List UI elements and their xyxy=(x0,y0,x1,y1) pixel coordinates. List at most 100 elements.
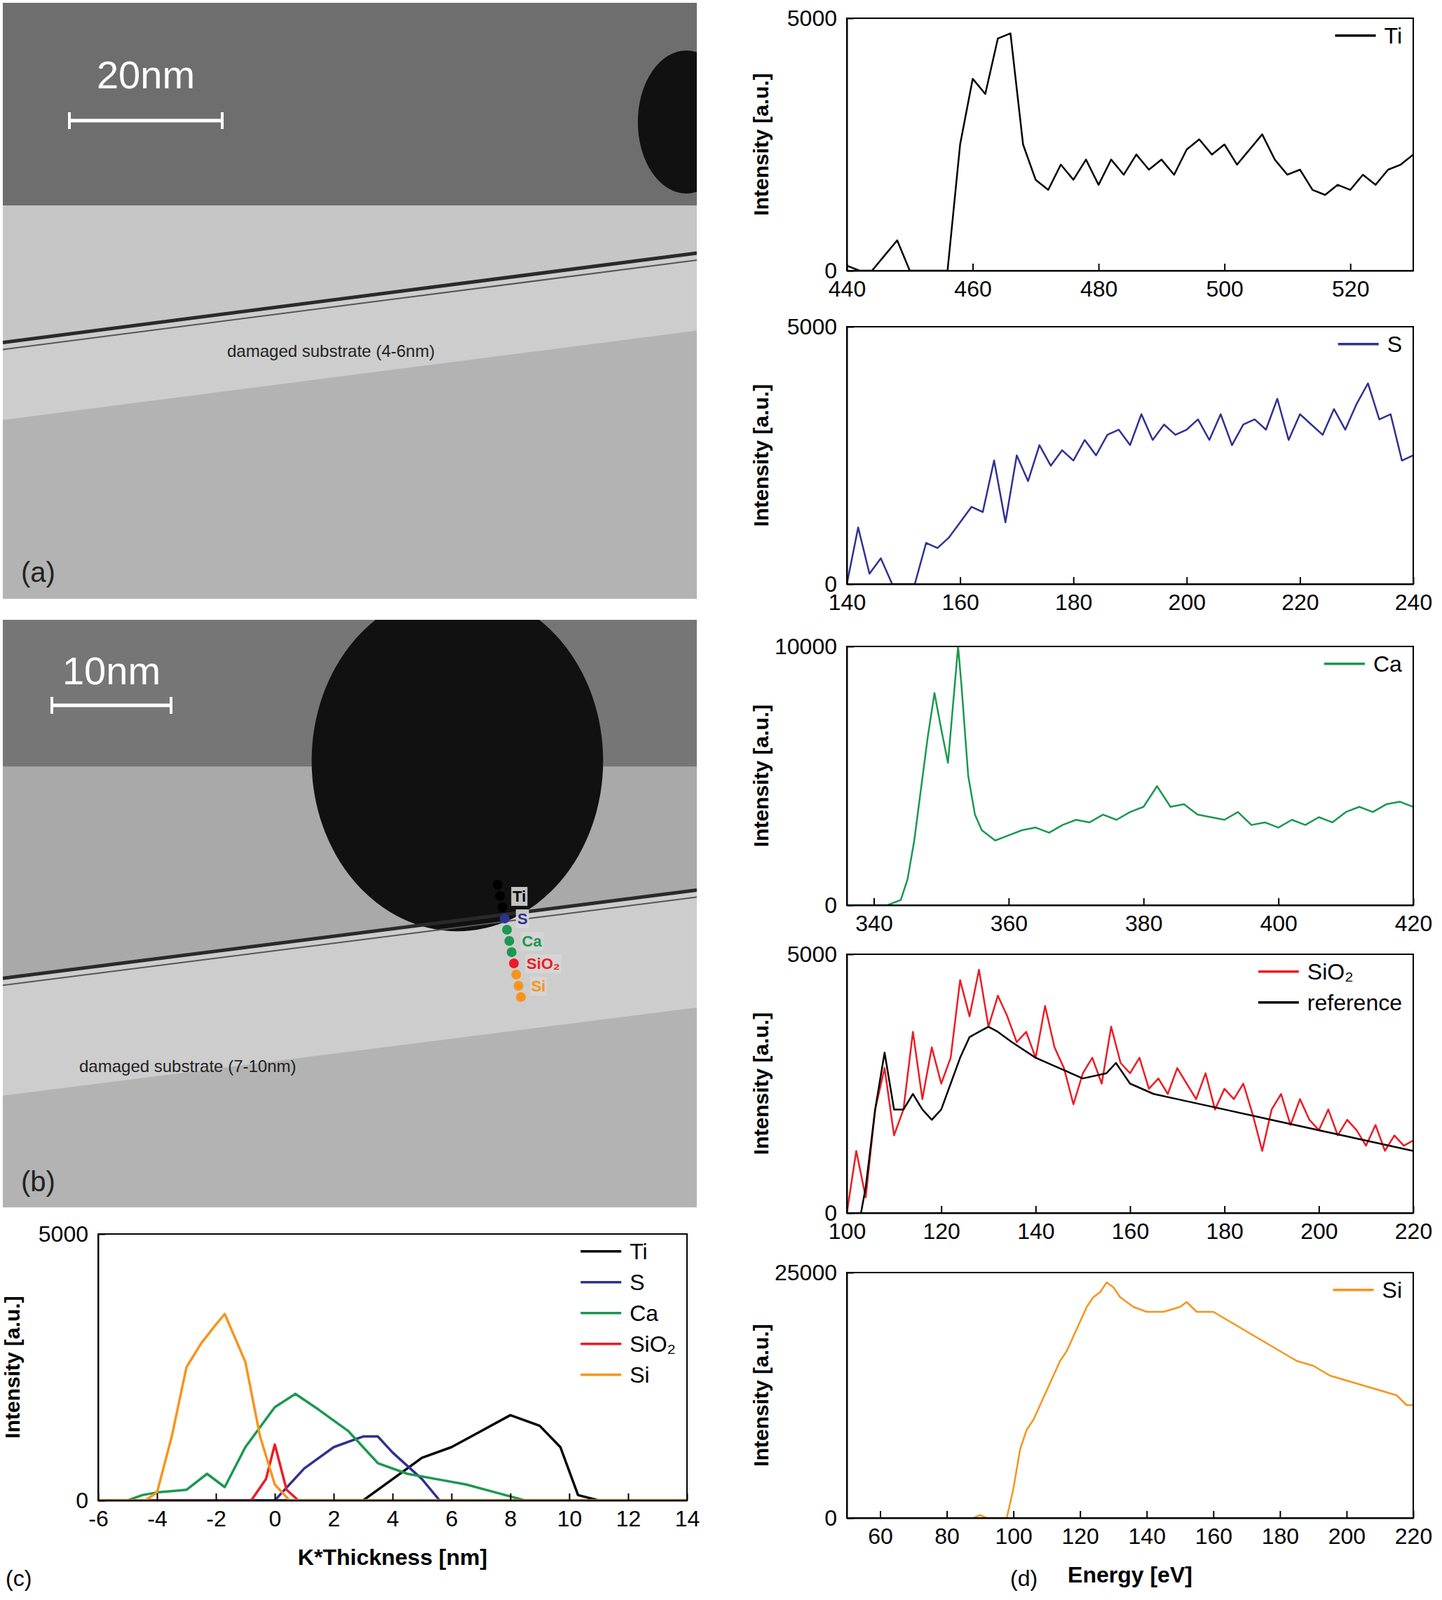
legend-label: SiO₂ xyxy=(1307,958,1354,985)
tick: 120 xyxy=(1062,1510,1100,1549)
tick-mark xyxy=(451,1493,453,1501)
tick-label: 200 xyxy=(1328,1523,1366,1549)
tick-mark xyxy=(687,1493,689,1501)
tick: -4 xyxy=(147,1493,167,1532)
legend-swatch xyxy=(580,1249,622,1253)
probe-label: Ca xyxy=(522,932,543,950)
tick-label: 240 xyxy=(1395,589,1433,615)
tick: 140 xyxy=(1017,1205,1055,1244)
tick-mark xyxy=(846,270,854,272)
scale-bar-label: 20nm xyxy=(96,52,195,97)
tick: 180 xyxy=(1261,1510,1299,1549)
tick-label: 340 xyxy=(855,910,893,936)
probe-point xyxy=(497,902,508,913)
tick-label: 380 xyxy=(1125,910,1163,936)
plot-frame xyxy=(98,1233,688,1501)
tick-mark xyxy=(1279,1510,1281,1518)
y-axis: 010000 xyxy=(774,633,854,918)
axis-line xyxy=(847,270,1414,272)
interface-line xyxy=(2,260,697,350)
probe-point xyxy=(492,879,503,890)
tick-mark xyxy=(157,1493,159,1501)
x-axis: 6080100120140160180200220 xyxy=(847,1510,1433,1549)
panel-label: (c) xyxy=(5,1565,32,1591)
legend-swatch xyxy=(1258,970,1299,974)
tick-label: 140 xyxy=(1017,1218,1055,1244)
probe-label: SiO₂ xyxy=(526,954,561,973)
y-axis: 05000 xyxy=(787,5,854,284)
scale-bar xyxy=(169,696,173,714)
tick: 8 xyxy=(504,1493,518,1532)
tick-mark xyxy=(1413,1205,1415,1213)
tick: 520 xyxy=(1331,263,1370,302)
y-axis-title: Intensity [a.u.] xyxy=(749,1012,773,1155)
tick-mark xyxy=(1035,1205,1037,1213)
tick-label: 6 xyxy=(445,1505,459,1532)
tick-label: 10 xyxy=(557,1505,583,1532)
tick-label: 5000 xyxy=(787,941,838,967)
panel-label: (a) xyxy=(21,556,56,588)
tick: 420 xyxy=(1395,898,1433,936)
tick: 2 xyxy=(328,1493,341,1532)
tick-mark xyxy=(846,18,854,20)
tick: 14 xyxy=(675,1493,701,1532)
legend-label: SiO₂ xyxy=(629,1331,676,1357)
legend-swatch xyxy=(1333,1288,1375,1292)
tick: 200 xyxy=(1168,576,1206,615)
tick-label: 220 xyxy=(1395,1218,1433,1244)
tick-label: 160 xyxy=(1195,1523,1233,1549)
tick-label: 180 xyxy=(1261,1523,1299,1549)
chart: 6080100120140160180200220025000Intensity… xyxy=(749,1259,1433,1588)
tick-label: 220 xyxy=(1395,1523,1433,1549)
tick-label: 360 xyxy=(990,910,1028,936)
tick: 480 xyxy=(1080,263,1118,302)
tick: 220 xyxy=(1395,1510,1433,1549)
region-label: damaged substrate (7-10nm) xyxy=(79,1056,297,1076)
tick-mark xyxy=(1079,1510,1081,1518)
tick-mark xyxy=(392,1493,394,1501)
particle xyxy=(637,50,697,194)
tick: 460 xyxy=(954,263,992,302)
tick: 160 xyxy=(1195,1510,1233,1549)
axis-line xyxy=(98,1234,100,1501)
legend-swatch xyxy=(1258,1001,1299,1004)
tick-mark xyxy=(98,1500,106,1502)
tick-mark xyxy=(1299,576,1302,584)
plot-area xyxy=(973,1282,1414,1518)
micrograph: 20nmdamaged substrate (4-6nm)(a) xyxy=(2,2,735,599)
legend-label: S xyxy=(1387,331,1403,357)
tick-label: 460 xyxy=(954,276,992,302)
legend-swatch xyxy=(580,1311,622,1315)
tick: 120 xyxy=(922,1205,960,1244)
probe-point xyxy=(513,980,524,991)
plot-area xyxy=(846,646,1414,906)
tick: 200 xyxy=(1300,1205,1338,1244)
plot-frame xyxy=(846,646,1414,906)
tick-mark xyxy=(1098,263,1100,271)
y-axis-title: Intensity [a.u.] xyxy=(749,704,773,847)
x-axis: -6-4-202468101214 xyxy=(88,1493,700,1532)
scale-bar xyxy=(220,112,224,129)
probe-point xyxy=(515,991,526,1002)
tick: 0 xyxy=(824,571,854,597)
tick: 0 xyxy=(824,257,854,284)
probe-point xyxy=(501,924,512,935)
tick-label: 60 xyxy=(867,1523,894,1549)
tick: 240 xyxy=(1395,576,1433,615)
legend-label: Si xyxy=(629,1362,650,1388)
probe-label: Ti xyxy=(512,887,526,906)
tick: 400 xyxy=(1259,898,1297,936)
probe-label: S xyxy=(517,909,528,928)
y-axis: 05000 xyxy=(787,314,854,597)
series-line xyxy=(98,1444,688,1501)
tick-label: -2 xyxy=(206,1505,226,1532)
tick-label: 480 xyxy=(1080,276,1118,302)
y-axis: 025000 xyxy=(774,1259,854,1531)
tick-mark xyxy=(628,1493,630,1501)
tick-label: 160 xyxy=(941,589,979,615)
tick-mark xyxy=(1413,576,1415,584)
axis-line xyxy=(846,954,849,1214)
tick-mark xyxy=(946,1510,948,1518)
interface-line xyxy=(2,889,697,978)
deposit-layer xyxy=(2,2,697,206)
